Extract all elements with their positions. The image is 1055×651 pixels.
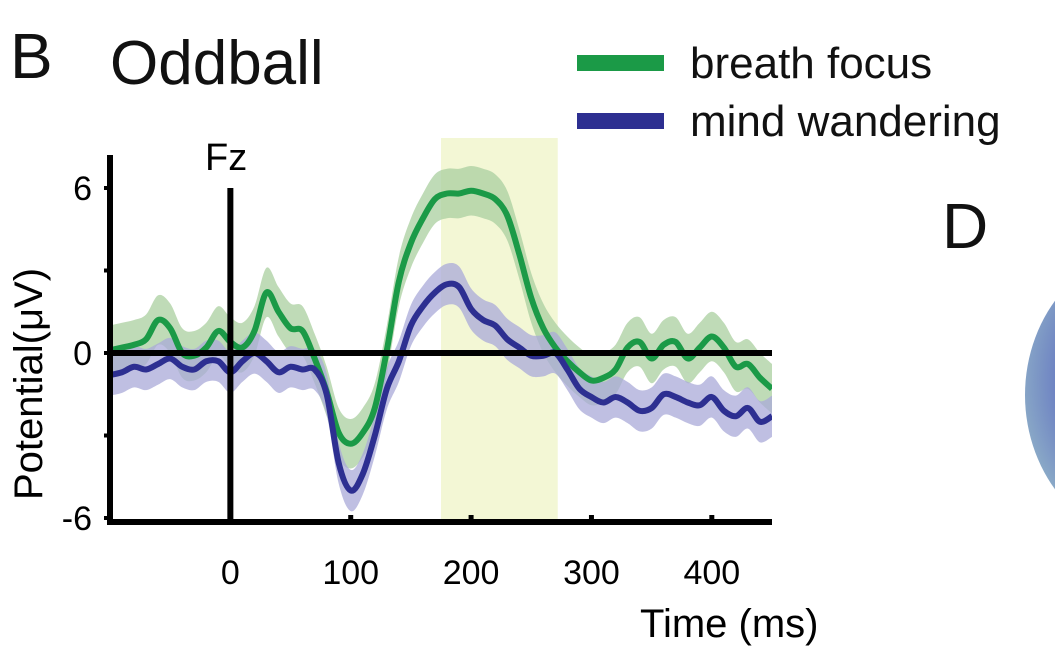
panel-letter-d: D: [942, 190, 988, 262]
legend: breath focus mind wandering: [577, 39, 1001, 146]
series-line-breath-focus: [110, 187, 772, 447]
x-tick-label: 300: [563, 554, 620, 592]
plot-area: 6 0 -6 0 100 200 300 400: [62, 138, 772, 592]
series-line-mind-wandering: [110, 280, 772, 494]
electrode-label: Fz: [205, 137, 247, 179]
topographic-map: [1025, 300, 1055, 490]
y-tick-label: -6: [62, 500, 92, 538]
chart-title: Oddball: [110, 29, 324, 98]
y-tick-label: 6: [73, 170, 92, 208]
y-axis-label: Potential(μV): [7, 268, 51, 500]
panel-letter-b: B: [10, 20, 53, 92]
x-tick-label: 400: [683, 554, 740, 592]
legend-swatch-mind-wandering: [577, 113, 664, 129]
legend-label-mind-wandering: mind wandering: [690, 97, 1001, 146]
y-tick-label: 0: [73, 335, 92, 373]
x-tick-label: 100: [322, 554, 379, 592]
legend-swatch-breath-focus: [577, 55, 664, 71]
x-tick-label: 200: [443, 554, 500, 592]
x-axis-label: Time (ms): [640, 602, 818, 646]
x-tick-label: 0: [221, 554, 240, 592]
legend-label-breath-focus: breath focus: [690, 39, 932, 88]
